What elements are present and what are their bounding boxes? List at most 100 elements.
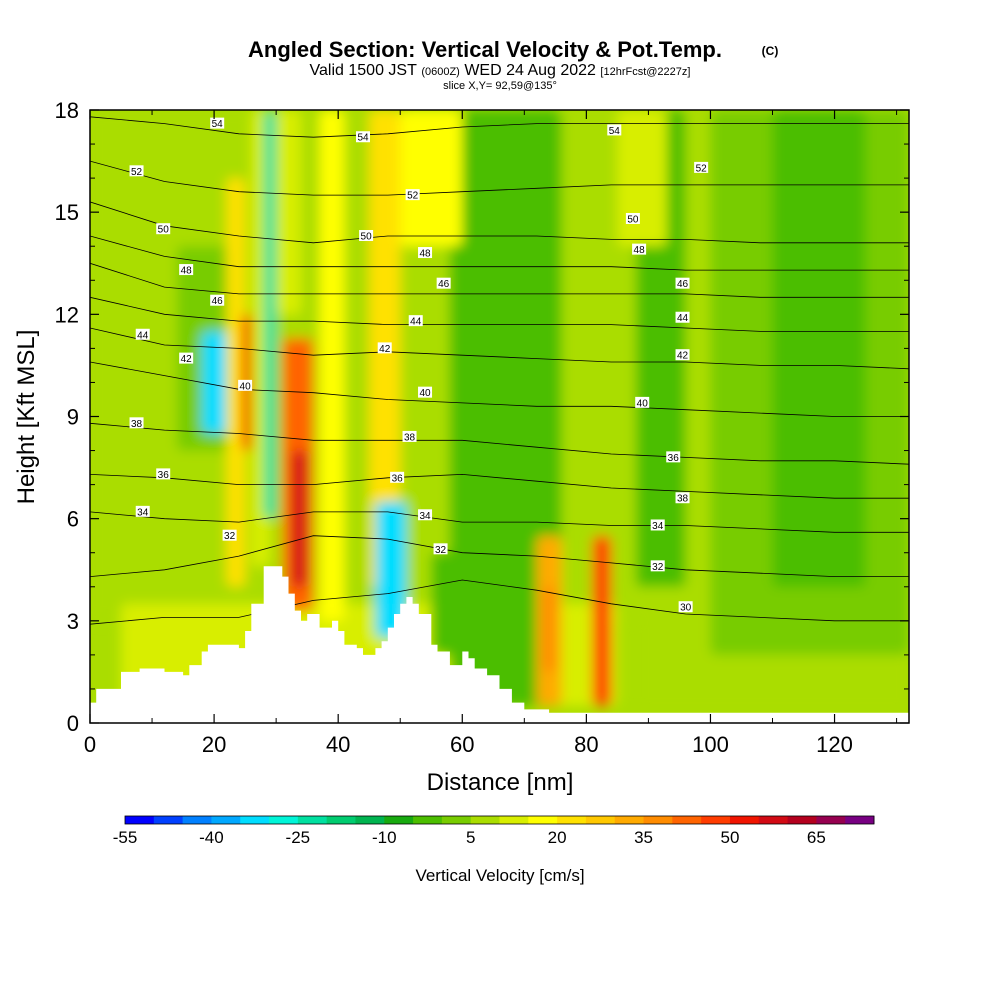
contour-label-bg	[666, 451, 681, 463]
contour-label: 44	[675, 311, 690, 324]
colorbar-swatch	[470, 816, 500, 824]
contour-label-text: 44	[410, 317, 422, 328]
x-axis: 0 20 40 60 80 100 120	[84, 110, 898, 757]
contour-label-text: 38	[131, 419, 143, 430]
contour-label: 46	[210, 294, 225, 307]
contour-label-text: 46	[438, 279, 450, 290]
slice-info: slice X,Y= 92,59@135°	[443, 80, 557, 92]
contour-label: 42	[675, 349, 690, 362]
contour-label-bg	[675, 349, 690, 361]
contour-label-text: 54	[212, 119, 224, 130]
contour-label-text: 34	[419, 511, 431, 522]
contour-label: 38	[129, 417, 144, 430]
valid-date: WED 24 Aug 2022	[464, 62, 596, 79]
x-tick-label: 80	[574, 732, 598, 757]
contour-label-text: 36	[158, 470, 170, 481]
y-tick-label: 9	[67, 405, 79, 430]
velocity-cell	[263, 110, 277, 519]
y-tick-label: 12	[55, 302, 79, 327]
velocity-cell	[400, 110, 463, 247]
contour-labels: 54 54 54 52 52 52 50 50 50 48 48 48 46 46 46 44 44 44 42 42…	[129, 117, 709, 614]
theta-contour-44	[90, 296, 909, 332]
contour-label-bg	[129, 417, 144, 429]
colorbar-swatch	[672, 816, 702, 824]
contour-label-bg	[635, 396, 650, 408]
contour-label: 50	[156, 223, 171, 236]
plot-area: 54 54 54 52 52 52 50 50 50 48 48 48 46 46 46 44 44 44 42 42…	[90, 110, 909, 723]
colorbar-tick-label: 20	[548, 828, 567, 847]
colorbar-swatch	[758, 816, 789, 824]
contour-label-bg	[650, 519, 665, 531]
contour-label-bg	[238, 379, 253, 391]
colorbar-tick-label: 35	[634, 828, 653, 847]
colorbar-swatch	[787, 816, 817, 824]
contour-label-bg	[675, 277, 690, 289]
contour-label: 54	[607, 124, 622, 137]
contour-label-text: 38	[404, 432, 416, 443]
contour-label-bg	[222, 529, 237, 541]
contour-label-bg	[678, 601, 693, 613]
theta-contour-48	[90, 235, 909, 271]
colorbar-tick-label: 50	[721, 828, 740, 847]
contour-label-bg	[210, 294, 225, 306]
contour-label: 50	[359, 230, 374, 243]
velocity-cell	[431, 552, 457, 655]
contour-label-bg	[632, 243, 647, 255]
contour-label: 44	[135, 328, 150, 341]
theta-contour-52	[90, 160, 909, 196]
velocity-cell	[592, 535, 612, 706]
colorbar-swatch	[326, 816, 356, 824]
contour-label-bg	[179, 352, 194, 364]
contour-label: 48	[418, 247, 433, 260]
colorbar-swatch	[729, 816, 760, 824]
contour-label-bg	[418, 386, 433, 398]
theta-contour-30	[90, 579, 909, 625]
contour-label-text: 36	[668, 453, 680, 464]
contour-label-text: 46	[677, 279, 689, 290]
velocity-cell	[276, 110, 301, 315]
colorbar-swatch	[297, 816, 328, 824]
contour-label-text: 54	[609, 126, 621, 137]
contour-label-text: 44	[677, 313, 689, 324]
contour-label-text: 36	[392, 473, 404, 484]
contour-label-bg	[135, 505, 150, 517]
contour-label: 46	[675, 277, 690, 290]
contour-label: 52	[694, 161, 709, 174]
contour-label-text: 32	[435, 545, 447, 556]
contour-label-bg	[436, 277, 451, 289]
contour-label-text: 44	[137, 330, 149, 341]
chart-title-suffix: (C)	[762, 44, 779, 58]
chart-title: Angled Section: Vertical Velocity & Pot.…	[248, 37, 722, 62]
contour-label: 52	[129, 165, 144, 178]
colorbar-swatch	[528, 816, 558, 824]
colorbar-frame	[124, 815, 875, 825]
velocity-cell	[772, 110, 866, 587]
colorbar-ticks: -55 -40 -25 -10 5 20 35 50 65	[113, 828, 826, 847]
contour-label: 32	[222, 529, 237, 542]
contour-label-text: 48	[181, 266, 193, 277]
contour-label-text: 50	[627, 214, 639, 225]
contour-label-bg	[156, 468, 171, 480]
contour-label: 32	[433, 543, 448, 556]
colorbar-swatch	[557, 816, 587, 824]
contour-label-bg	[377, 342, 392, 354]
theta-contour-46	[90, 262, 909, 298]
colorbar-swatch	[211, 816, 241, 824]
colorbar-swatch	[701, 816, 731, 824]
contour-label: 38	[402, 430, 417, 443]
theta-contour-50	[90, 201, 909, 244]
contour-label: 30	[678, 601, 693, 614]
contour-label-bg	[418, 509, 433, 521]
valid-time-local: Valid 1500 JST	[310, 62, 418, 79]
contour-label-bg	[156, 223, 171, 235]
y-tick-label: 0	[67, 711, 79, 736]
theta-contour-36	[90, 473, 909, 499]
x-tick-label: 60	[450, 732, 474, 757]
colorbar-swatch	[816, 816, 846, 824]
x-tick-label: 0	[84, 732, 96, 757]
colorbar-swatch	[643, 816, 673, 824]
theta-contour-32	[90, 535, 909, 577]
contour-label-text: 52	[696, 163, 708, 174]
valid-time-line: Valid 1500 JST (0600Z) WED 24 Aug 2022 […	[310, 62, 691, 79]
